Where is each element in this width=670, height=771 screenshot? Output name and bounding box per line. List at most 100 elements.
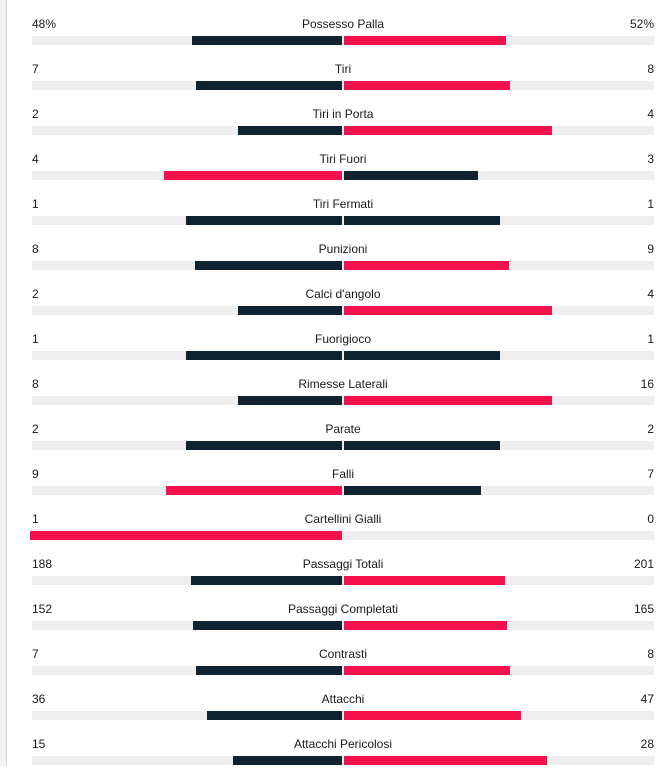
stat-home-value: 36	[32, 692, 46, 706]
stat-label-line: 1 Fuorigioco 1	[32, 332, 654, 346]
stat-label-line: 48% Possesso Palla 52%	[32, 17, 654, 31]
stat-home-bar	[193, 621, 342, 630]
stat-name: Tiri in Porta	[312, 107, 374, 121]
stat-home-bar	[166, 486, 342, 495]
stat-home-value: 152	[32, 602, 53, 616]
stat-home-bar	[196, 81, 342, 90]
stat-name: Contrasti	[318, 647, 368, 661]
stat-row: 1 Cartellini Gialli 0	[0, 501, 670, 546]
stat-home-bar	[238, 126, 342, 135]
stat-label-line: 1 Tiri Fermati 1	[32, 197, 654, 211]
stat-home-bar	[195, 261, 342, 270]
stat-row: 2 Parate 2	[0, 411, 670, 456]
stat-label-line: 152 Passaggi Completati 165	[32, 602, 654, 616]
stat-label-line: 188 Passaggi Totali 201	[32, 557, 654, 571]
stat-name: Parate	[325, 422, 361, 436]
stat-name: Attacchi Pericolosi	[293, 737, 393, 751]
stat-label-line: 1 Cartellini Gialli 0	[32, 512, 654, 526]
stat-bar-track	[32, 81, 654, 90]
stat-label-line: 9 Falli 7	[32, 467, 654, 481]
stat-home-value: 1	[32, 512, 39, 526]
stat-row: 1 Tiri Fermati 1	[0, 186, 670, 231]
stat-away-bar	[344, 666, 510, 675]
stat-row: 188 Passaggi Totali 201	[0, 546, 670, 591]
stat-name: Cartellini Gialli	[304, 512, 382, 526]
stat-away-bar	[344, 396, 552, 405]
stat-home-value: 7	[32, 62, 39, 76]
stat-name: Calci d'angolo	[305, 287, 381, 301]
stat-away-bar	[344, 171, 478, 180]
stat-away-bar	[344, 486, 481, 495]
stat-name: Falli	[331, 467, 354, 481]
stat-home-value: 2	[32, 422, 39, 436]
stat-away-value: 1	[647, 332, 654, 346]
stat-label-line: 4 Tiri Fuori 3	[32, 152, 654, 166]
stat-away-value: 52%	[629, 17, 654, 31]
stat-home-value: 2	[32, 287, 39, 301]
stat-home-bar	[191, 576, 342, 585]
stat-home-bar	[207, 711, 342, 720]
stat-bar-track	[32, 711, 654, 720]
stat-name: Punizioni	[318, 242, 368, 256]
stat-bar-track	[32, 261, 654, 270]
stat-bar-track	[32, 396, 654, 405]
stat-away-bar	[344, 81, 510, 90]
stat-row: 1 Fuorigioco 1	[0, 321, 670, 366]
stat-away-bar	[344, 441, 500, 450]
stat-name: Possesso Palla	[301, 17, 385, 31]
stat-away-bar	[344, 216, 500, 225]
stat-label-line: 8 Punizioni 9	[32, 242, 654, 256]
stat-away-value: 201	[633, 557, 654, 571]
stat-away-bar	[344, 711, 521, 720]
stat-row: 7 Contrasti 8	[0, 636, 670, 681]
stat-away-bar	[344, 756, 547, 765]
stat-name: Tiri	[334, 62, 352, 76]
stat-row: 36 Attacchi 47	[0, 681, 670, 726]
stat-away-value: 4	[647, 107, 654, 121]
stat-row: 8 Punizioni 9	[0, 231, 670, 276]
stat-away-value: 1	[647, 197, 654, 211]
stat-bar-track	[30, 531, 654, 540]
stat-bar-track	[32, 351, 654, 360]
stat-bar-track	[32, 216, 654, 225]
stat-home-bar	[196, 666, 342, 675]
stat-home-bar	[30, 531, 342, 540]
stat-away-value: 8	[647, 62, 654, 76]
stat-home-value: 9	[32, 467, 39, 481]
stat-away-value: 0	[647, 512, 654, 526]
stat-away-value: 9	[647, 242, 654, 256]
stat-away-value: 165	[633, 602, 654, 616]
stat-label-line: 2 Calci d'angolo 4	[32, 287, 654, 301]
stat-home-bar	[192, 36, 342, 45]
stat-row: 2 Calci d'angolo 4	[0, 276, 670, 321]
stat-bar-track	[32, 621, 654, 630]
stat-name: Tiri Fermati	[312, 197, 374, 211]
stat-home-value: 48%	[32, 17, 57, 31]
stat-away-bar	[344, 576, 505, 585]
stat-home-value: 1	[32, 197, 39, 211]
stat-name: Passaggi Totali	[302, 557, 384, 571]
stat-home-value: 8	[32, 377, 39, 391]
stat-home-value: 188	[32, 557, 53, 571]
stat-home-bar	[233, 756, 342, 765]
stat-home-bar	[186, 351, 342, 360]
stat-home-bar	[186, 216, 342, 225]
stat-home-value: 15	[32, 737, 46, 751]
stat-row: 8 Rimesse Laterali 16	[0, 366, 670, 411]
stat-row: 2 Tiri in Porta 4	[0, 96, 670, 141]
stat-away-bar	[344, 36, 506, 45]
stat-home-value: 7	[32, 647, 39, 661]
stat-bar-track	[32, 171, 654, 180]
stat-home-value: 1	[32, 332, 39, 346]
stat-bar-track	[32, 36, 654, 45]
stat-home-value: 8	[32, 242, 39, 256]
stat-away-bar	[344, 126, 552, 135]
stat-row: 15 Attacchi Pericolosi 28	[0, 726, 670, 771]
stat-away-bar	[344, 261, 509, 270]
stat-home-bar	[238, 306, 342, 315]
stat-name: Rimesse Laterali	[298, 377, 388, 391]
stat-row: 9 Falli 7	[0, 456, 670, 501]
stat-away-value: 28	[640, 737, 654, 751]
stat-away-value: 2	[647, 422, 654, 436]
stat-away-bar	[344, 621, 507, 630]
